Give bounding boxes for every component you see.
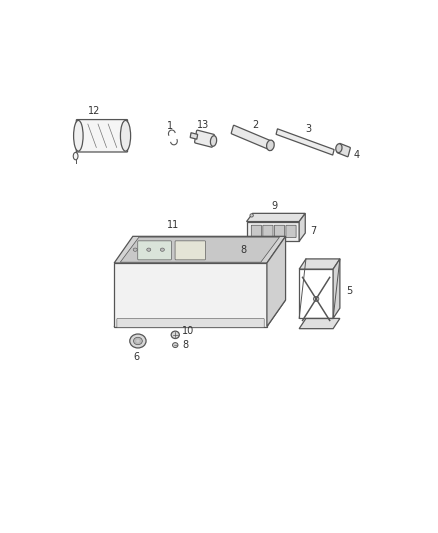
Ellipse shape [147, 248, 151, 252]
Bar [299, 269, 333, 318]
Text: 10: 10 [182, 326, 194, 336]
Ellipse shape [136, 340, 140, 343]
Ellipse shape [130, 334, 146, 348]
Ellipse shape [314, 296, 319, 301]
Polygon shape [333, 259, 340, 318]
FancyBboxPatch shape [175, 241, 205, 260]
Ellipse shape [134, 337, 142, 345]
Text: 8: 8 [182, 340, 188, 350]
Polygon shape [299, 213, 305, 241]
Polygon shape [299, 318, 340, 329]
Polygon shape [247, 213, 305, 222]
Polygon shape [247, 222, 299, 241]
Ellipse shape [210, 136, 217, 146]
Polygon shape [114, 263, 267, 327]
Text: 11: 11 [167, 220, 180, 230]
Text: 12: 12 [88, 107, 100, 116]
Text: 5: 5 [346, 286, 353, 296]
Text: 1: 1 [167, 120, 173, 131]
FancyBboxPatch shape [263, 225, 273, 238]
Polygon shape [114, 236, 286, 263]
Ellipse shape [120, 120, 131, 151]
Ellipse shape [160, 248, 164, 252]
Text: 9: 9 [272, 201, 278, 211]
Ellipse shape [336, 144, 342, 152]
Ellipse shape [267, 140, 274, 151]
FancyBboxPatch shape [276, 129, 334, 155]
FancyBboxPatch shape [231, 125, 274, 150]
Text: 3: 3 [305, 124, 311, 134]
FancyBboxPatch shape [190, 133, 198, 139]
FancyBboxPatch shape [76, 119, 127, 152]
Text: 8: 8 [240, 245, 246, 255]
Ellipse shape [171, 331, 179, 338]
Ellipse shape [250, 214, 253, 217]
Text: 13: 13 [197, 120, 209, 130]
Text: 7: 7 [311, 227, 317, 237]
FancyBboxPatch shape [274, 225, 285, 238]
FancyBboxPatch shape [251, 225, 261, 238]
Ellipse shape [133, 248, 137, 252]
FancyBboxPatch shape [117, 318, 264, 327]
Text: 4: 4 [353, 150, 359, 160]
FancyBboxPatch shape [138, 241, 171, 260]
Ellipse shape [73, 152, 78, 160]
FancyBboxPatch shape [286, 225, 296, 238]
Polygon shape [299, 259, 340, 269]
Polygon shape [114, 300, 286, 327]
Ellipse shape [250, 242, 253, 245]
Ellipse shape [173, 343, 178, 348]
Ellipse shape [74, 120, 83, 151]
Text: 6: 6 [133, 352, 139, 361]
FancyBboxPatch shape [337, 143, 350, 157]
Text: 2: 2 [253, 120, 259, 130]
Polygon shape [267, 236, 286, 327]
Polygon shape [120, 237, 279, 262]
FancyBboxPatch shape [194, 130, 215, 147]
